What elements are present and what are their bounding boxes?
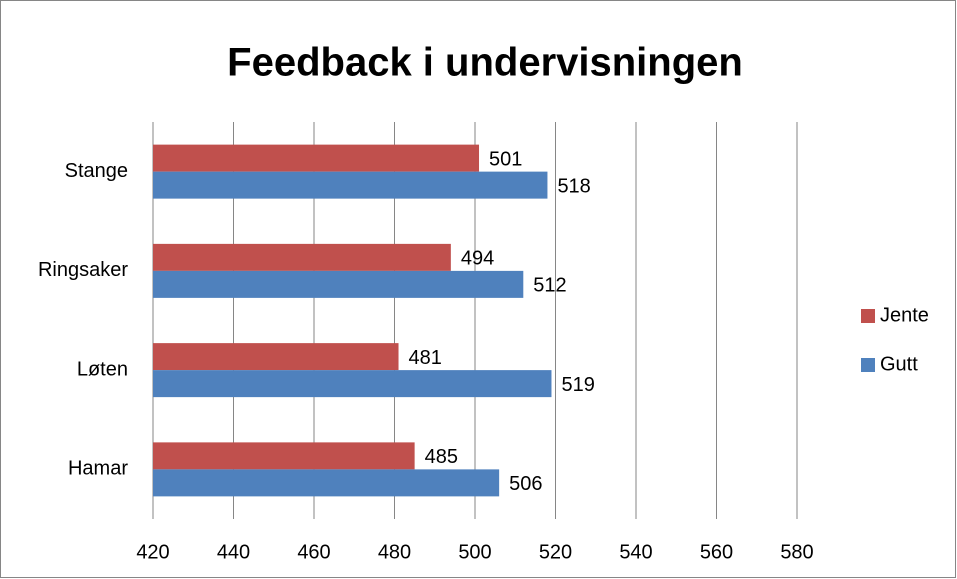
bar xyxy=(153,442,415,470)
data-label: 481 xyxy=(409,347,442,369)
bar xyxy=(153,270,524,298)
y-tick-label: Ringsaker xyxy=(38,259,128,281)
data-label: 494 xyxy=(461,248,494,270)
legend-label: Gutt xyxy=(880,353,918,375)
bar xyxy=(153,243,451,271)
bar xyxy=(153,469,500,497)
legend-label: Jente xyxy=(880,304,929,326)
x-tick-label: 460 xyxy=(297,541,330,563)
x-tick-label: 540 xyxy=(619,541,652,563)
data-label: 512 xyxy=(533,275,566,297)
data-label: 501 xyxy=(489,148,522,170)
data-label: 518 xyxy=(557,175,590,197)
y-tick-label: Stange xyxy=(65,160,128,182)
x-tick-label: 560 xyxy=(700,541,733,563)
bar xyxy=(153,343,399,371)
x-tick-label: 580 xyxy=(780,541,813,563)
x-tick-label: 480 xyxy=(378,541,411,563)
chart-title: Feedback i undervisningen xyxy=(227,41,743,85)
y-tick-label: Hamar xyxy=(68,458,128,480)
data-label: 506 xyxy=(509,473,542,495)
x-tick-label: 520 xyxy=(539,541,572,563)
x-tick-label: 440 xyxy=(217,541,250,563)
data-label: 485 xyxy=(425,446,458,468)
bar xyxy=(153,171,548,199)
data-label: 519 xyxy=(561,374,594,396)
x-tick-label: 420 xyxy=(136,541,169,563)
legend-swatch xyxy=(861,309,875,323)
bar xyxy=(153,370,552,398)
y-tick-label: Løten xyxy=(77,358,128,380)
legend-swatch xyxy=(861,358,875,372)
bar xyxy=(153,144,480,172)
x-tick-label: 500 xyxy=(458,541,491,563)
